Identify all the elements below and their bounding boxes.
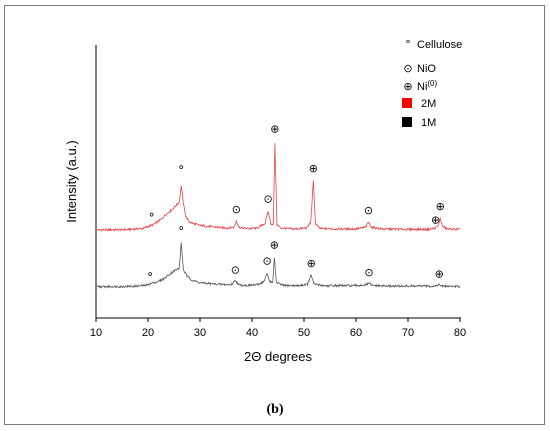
- series-line-1M: [95, 242, 461, 289]
- peak-marker-2M: ⊕: [309, 162, 318, 175]
- x-tick-label: 70: [402, 327, 414, 339]
- legend: ° Cellulose ⊙ NiO ⊕ Ni(0) 2M 1M: [402, 38, 462, 129]
- peak-marker-1M: ⊙: [262, 254, 271, 267]
- x-tick-label: 80: [454, 327, 466, 339]
- figure-frame: [4, 5, 545, 425]
- peak-marker-1M: ⊙: [231, 264, 240, 277]
- series-line-2M: [95, 143, 461, 232]
- peak-annotations: °°⊙⊙⊕⊕⊙⊕⊕°°⊙⊙⊕⊕⊙ ⊕: [147, 122, 445, 284]
- x-tick-label: 30: [194, 327, 206, 339]
- legend-superscript: (0): [427, 79, 437, 88]
- legend-swatch-2M: [402, 98, 412, 108]
- x-ticks: 10 20 30 40 50 60 70 80: [90, 318, 466, 339]
- peak-marker-2M: ⊙: [364, 204, 373, 217]
- peak-marker-2M: °: [178, 164, 184, 178]
- x-tick-label: 40: [246, 327, 258, 339]
- legend-marker-symbol: ⊕: [403, 80, 412, 93]
- legend-swatch-label: 1M: [421, 117, 436, 129]
- peak-marker-1M: ⊕: [307, 257, 316, 270]
- x-tick-label: 20: [142, 327, 154, 339]
- peak-marker-1M: °: [178, 224, 184, 238]
- legend-marker-symbol: ⊙: [403, 62, 412, 75]
- legend-swatch-1M: [402, 117, 412, 127]
- x-tick-label: 50: [298, 327, 310, 339]
- panel-label: (b): [266, 402, 284, 417]
- legend-marker-symbol: °: [405, 38, 411, 51]
- peak-marker-1M: ⊕: [270, 238, 279, 251]
- legend-swatch-label: 2M: [421, 98, 436, 110]
- legend-marker-label: Cellulose: [417, 39, 462, 51]
- peak-marker-2M: ⊕: [270, 122, 279, 135]
- legend-marker-label: Ni(0): [417, 79, 438, 93]
- y-axis-label: Intensity (a.u.): [64, 140, 79, 222]
- peak-marker-2M: ⊕: [436, 200, 445, 213]
- peak-marker-1M: ⊕: [435, 268, 444, 281]
- peak-marker-2M: ⊙: [232, 203, 241, 216]
- peak-marker-2M: ⊕: [431, 213, 440, 226]
- axes: [95, 45, 461, 319]
- peak-marker-2M: ⊙: [264, 192, 273, 205]
- peak-marker-1M: ⊙: [364, 266, 373, 279]
- x-axis-label: 2Θ degrees: [244, 349, 312, 364]
- peak-marker-1M: °: [147, 271, 153, 285]
- legend-marker-label: NiO: [417, 63, 436, 75]
- x-tick-label: 10: [90, 327, 102, 339]
- peak-marker-2M: °: [149, 211, 155, 225]
- series-layer: [95, 143, 461, 289]
- x-tick-label: 60: [350, 327, 362, 339]
